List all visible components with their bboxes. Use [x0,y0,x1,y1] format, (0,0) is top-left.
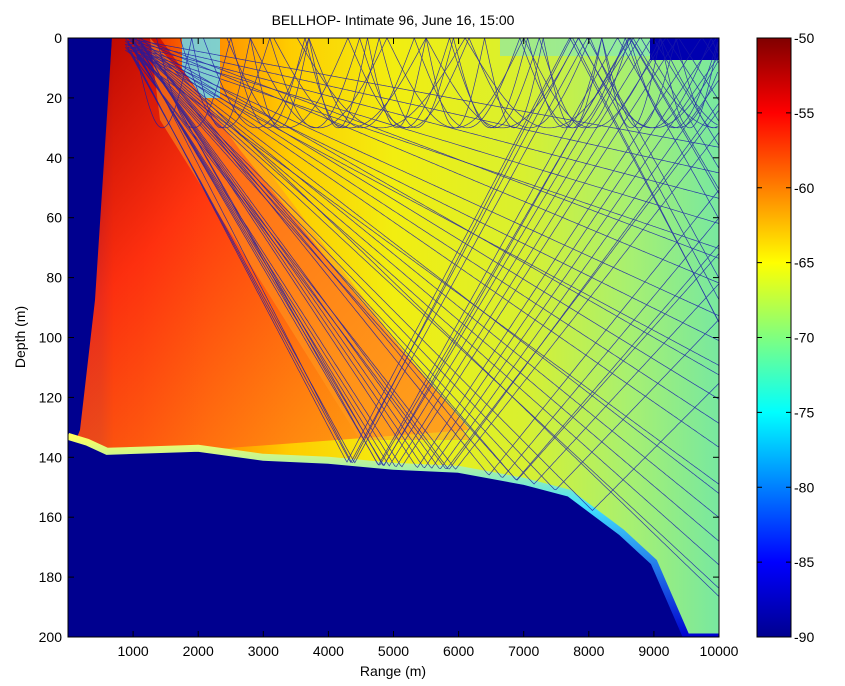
ray-path-9 [130,49,719,366]
colorbar-tick-label-1: -55 [794,105,814,121]
y-tick-label-6: 120 [39,389,63,405]
ray-arc-42 [296,38,718,129]
x-tick-label-9: 10000 [700,643,739,659]
y-tick-label-2: 40 [46,150,62,166]
x-tick-label-5: 6000 [443,643,474,659]
seafloor-edge [68,432,719,637]
ray-path-31 [132,40,719,469]
ray-path-41 [140,38,719,466]
y-tick-label-3: 60 [46,210,62,226]
ray-path-35 [125,38,719,468]
ray-path-6 [140,40,719,284]
ray-path-30 [130,38,719,470]
y-tick-label-8: 160 [39,509,63,525]
x-tick-label-4: 5000 [378,643,409,659]
ray-path-15 [127,38,719,494]
ray-arc-0 [132,38,719,129]
y-tick-label-7: 140 [39,449,63,465]
colorbar-tick-label-7: -85 [794,554,814,570]
ray-path-0 [125,38,719,148]
x-tick-label-2: 3000 [248,643,279,659]
ray-path-45 [132,38,719,463]
y-axis: 0 20 40 60 80 100 120 140 160 180 200 [39,30,719,645]
ray-path-39 [135,38,719,466]
x-tick-label-8: 9000 [638,643,669,659]
y-tick-label-0: 0 [54,30,62,46]
ray-path-17 [132,43,719,542]
colorbar-axis: -50 -55 -60 -65 -70 -75 -80 -85 -90 [757,30,814,645]
ray-arc-36 [273,38,719,129]
ray-path-4 [135,49,719,249]
shadow-zone-left [68,38,112,460]
ray-path-3 [132,46,719,224]
x-tick-label-6: 7000 [508,643,539,659]
x-tick-label-7: 8000 [573,643,604,659]
ray-path-44 [130,38,719,463]
ray-path-18 [135,46,719,566]
colorbar-tick-label-4: -70 [794,330,814,346]
y-tick-label-1: 20 [46,90,62,106]
colorbar-tick-label-3: -65 [794,255,814,271]
colorbar [756,37,792,638]
ray-path-16 [130,40,719,518]
ray-path-42 [124,38,719,464]
colorbar-tick-label-2: -60 [794,180,814,196]
y-tick-label-9: 180 [39,569,63,585]
ray-path-40 [137,38,719,466]
y-tick-label-4: 80 [46,270,62,286]
x-axis: 1000 2000 3000 4000 5000 6000 7000 8000 9000 1000… [118,38,739,659]
ray-path-34 [140,38,719,468]
y-tick-label-10: 200 [39,629,63,645]
y-tick-label-5: 100 [39,330,63,346]
ray-path-20 [140,38,719,597]
ray-arc-18 [203,38,719,129]
ray-path-11 [135,40,719,400]
ray-path-14 [125,49,719,485]
y-axis-label: Depth (m) [12,306,28,368]
ray-arc-12 [179,38,719,129]
ray-overlay [124,38,719,597]
ray-path-5 [138,38,719,259]
ray-path-24 [132,49,719,481]
plot-area [68,38,719,637]
ray-path-19 [138,49,719,589]
chart-title: BELLHOP- Intimate 96, June 16, 15:00 [272,12,515,28]
x-axis-label: Range (m) [360,663,426,679]
colorbar-tick-label-6: -80 [794,479,814,495]
ray-path-27 [140,43,719,476]
ray-path-12 [138,43,719,424]
colorbar-tick-label-0: -50 [794,30,814,46]
ray-path-10 [132,38,719,376]
x-tick-label-3: 4000 [313,643,344,659]
ray-path-38 [132,38,719,467]
colorbar-tick-label-5: -75 [794,404,814,420]
ray-path-7 [125,43,719,317]
x-tick-label-1: 2000 [183,643,214,659]
ray-path-43 [127,38,719,464]
x-tick-label-0: 1000 [118,643,149,659]
ray-path-33 [138,38,719,469]
ray-path-37 [130,38,719,467]
seafloor-sediment [68,436,719,637]
colorbar-tick-label-8: -90 [794,629,814,645]
orange-beam [150,38,470,440]
